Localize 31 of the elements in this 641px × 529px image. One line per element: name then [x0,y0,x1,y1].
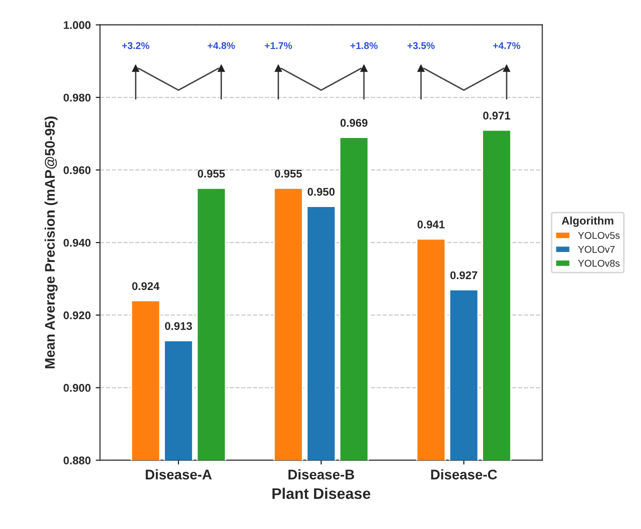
data-label: 0.941 [418,220,445,228]
x-tick-label: Disease-B [288,469,354,480]
x-axis-title: Plant Disease [272,488,370,499]
y-tick-label: 1.000 [64,21,91,29]
y-tick-label: 0.960 [64,166,91,174]
x-tick-label: Disease-A [146,469,212,480]
legend-label: YOLOv7 [578,246,615,253]
legend-label: YOLOv5s [578,232,620,239]
data-label: 0.924 [132,282,160,290]
data-label: 0.955 [198,170,225,178]
data-label: 0.971 [483,112,510,120]
annotation: +4.8% [208,42,235,50]
y-tick-label: 0.980 [64,94,91,102]
legend-label: YOLOv8s [578,260,620,267]
data-label: 0.927 [450,271,478,280]
y-axis-title: Mean Average Precision (mAP@50-95) [44,116,58,368]
annotation: +4.7% [493,42,520,50]
data-label: 0.950 [308,188,335,196]
data-label: 0.969 [340,118,368,127]
x-tick-label: Disease-C [431,469,498,480]
annotation: +1.7% [264,42,292,50]
annotation: +3.5% [408,42,435,50]
y-tick-label: 0.920 [64,311,91,320]
legend-title: Algorithm [562,216,614,227]
data-label: 0.913 [165,322,192,330]
data-label: 0.955 [274,170,302,178]
annotation: +3.2% [122,42,150,50]
y-tick-label: 0.880 [64,456,91,464]
y-tick-label: 0.900 [64,384,91,392]
y-tick-label: 0.940 [64,238,91,247]
annotation: +1.8% [350,42,378,50]
